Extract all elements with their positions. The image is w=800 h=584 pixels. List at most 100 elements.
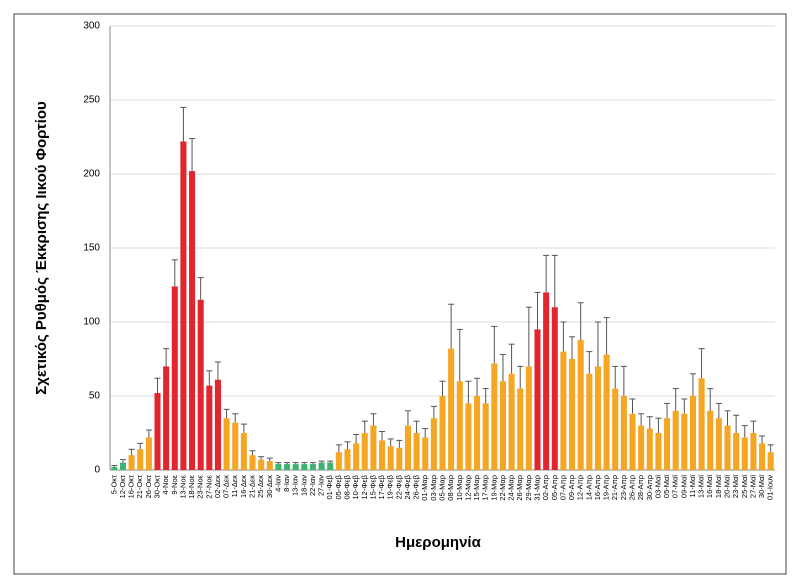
bar	[577, 339, 584, 470]
bar	[612, 388, 619, 470]
bar	[689, 396, 696, 470]
x-tick-label: 25-Δεκ	[256, 475, 265, 498]
x-axis-label: Ημερομηνία	[395, 534, 481, 551]
bar	[335, 452, 342, 470]
bar	[163, 366, 170, 470]
bar	[206, 385, 213, 470]
x-tick-label: 08-Μαρ	[446, 475, 455, 501]
bar	[543, 292, 550, 470]
x-tick-label: 03-Μαρ	[429, 475, 438, 501]
x-tick-label: 20-Μαϊ	[722, 475, 731, 498]
x-tick-label: 13-Μαϊ	[697, 475, 706, 498]
x-tick-label: 21-Οκτ	[135, 475, 144, 498]
bar	[128, 455, 135, 470]
bar	[482, 403, 489, 470]
bar	[240, 433, 247, 470]
x-tick-label: 07-Δεκ	[222, 475, 231, 498]
x-tick-label: 24-Μαρ	[507, 475, 516, 501]
x-tick-label: 05-Μαϊ	[662, 475, 671, 498]
bar	[499, 381, 506, 470]
bar	[284, 464, 291, 470]
x-tick-label: 13-Νοε	[178, 474, 187, 498]
bar	[707, 410, 714, 470]
y-tick-label: 50	[89, 391, 101, 402]
x-tick-label: 12-Οκτ	[118, 475, 127, 498]
y-tick-label: 100	[83, 317, 100, 328]
bar	[353, 443, 360, 470]
x-tick-label: 19-Απρ	[602, 475, 611, 500]
x-tick-label: 21-Δεκ	[247, 475, 256, 498]
bar	[292, 464, 299, 470]
bar	[551, 307, 558, 470]
x-tick-label: 10-Μαρ	[455, 475, 464, 501]
x-tick-label: 26-Οκτ	[144, 475, 153, 498]
bar	[534, 329, 541, 470]
x-tick-label: 23-Απρ	[619, 475, 628, 500]
bar	[137, 449, 144, 470]
bar	[767, 452, 774, 470]
bar	[379, 440, 386, 470]
x-tick-label: 08-Φεβ	[342, 474, 351, 499]
bar	[171, 286, 178, 470]
x-tick-label: 4-Νοε	[161, 474, 170, 494]
y-axis-label: Σχετικός Ρυθμός Έκκρισης Ιικού Φορτίου	[33, 101, 50, 395]
x-tick-label: 25-Μαϊ	[740, 475, 749, 498]
bar	[197, 299, 204, 470]
bar	[404, 425, 411, 470]
x-tick-label: 19-Μαρ	[489, 475, 498, 501]
bar	[422, 437, 429, 470]
bar	[413, 433, 420, 470]
bar	[508, 373, 515, 470]
bar	[741, 437, 748, 470]
bar	[387, 446, 394, 470]
x-tick-label: 03-Μαϊ	[653, 475, 662, 498]
x-tick-label: 22-Μαρ	[498, 475, 507, 501]
bar	[491, 363, 498, 470]
bar	[474, 396, 481, 470]
x-tick-label: 17-Μαρ	[481, 475, 490, 501]
x-tick-label: 16-Απρ	[593, 475, 602, 500]
x-tick-label: 31-Μαρ	[532, 475, 541, 501]
x-tick-label: 18-Ιαν	[299, 475, 308, 496]
x-tick-label: 28-Απρ	[636, 475, 645, 500]
bar	[258, 459, 265, 470]
bar	[275, 464, 282, 470]
bar	[681, 413, 688, 470]
bar	[672, 410, 679, 470]
bar	[119, 462, 126, 470]
x-tick-label: 17-Φεβ	[377, 474, 386, 499]
bar	[439, 396, 446, 470]
bar	[560, 351, 567, 470]
bar	[664, 418, 671, 470]
bar	[327, 462, 334, 470]
x-tick-label: 05-Φεβ	[334, 474, 343, 499]
x-tick-label: 12-Μαρ	[463, 475, 472, 501]
x-tick-label: 27-Ιαν	[317, 475, 326, 496]
x-tick-label: 27-Μαϊ	[748, 475, 757, 498]
bar	[698, 378, 705, 470]
bar	[465, 403, 472, 470]
x-tick-label: 05-Μαρ	[437, 475, 446, 501]
x-tick-label: 12-Φεβ	[360, 474, 369, 499]
x-tick-label: 09-Απρ	[567, 475, 576, 500]
bar	[448, 348, 455, 470]
bar	[733, 433, 740, 470]
bar	[430, 418, 437, 470]
x-tick-label: 16-Δεκ	[239, 475, 248, 498]
bar	[586, 373, 593, 470]
x-tick-label: 15-Φεβ	[368, 474, 377, 499]
bar	[301, 464, 308, 470]
bar	[646, 428, 653, 470]
bar	[603, 354, 610, 470]
bar	[249, 455, 256, 470]
x-tick-label: 16-Οκτ	[127, 475, 136, 498]
bar	[309, 464, 316, 470]
x-tick-label: 23-Μαϊ	[731, 475, 740, 498]
y-tick-label: 300	[83, 21, 100, 32]
y-tick-label: 0	[94, 465, 100, 476]
x-tick-label: 01-Μαρ	[420, 475, 429, 501]
bar	[638, 425, 645, 470]
bar	[655, 433, 662, 470]
bar	[456, 381, 463, 470]
